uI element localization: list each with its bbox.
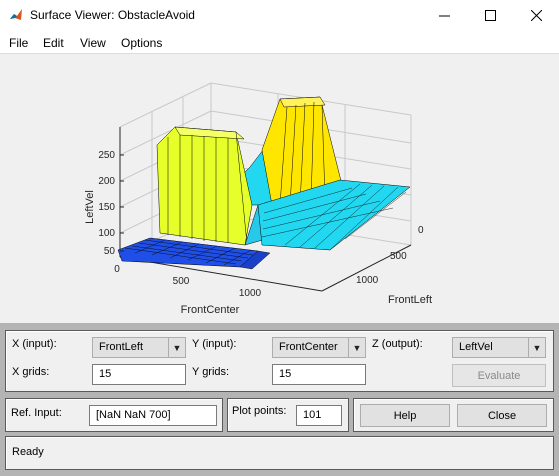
x-input-select[interactable]: FrontLeft ▼: [92, 337, 186, 358]
y-input-label: Y (input):: [192, 338, 237, 350]
maximize-icon[interactable]: [467, 0, 513, 30]
menu-view[interactable]: View: [80, 36, 106, 50]
z-tick-label: 250: [98, 150, 115, 161]
x-tick-label: 0: [114, 264, 120, 275]
menu-file[interactable]: File: [9, 36, 29, 50]
minimize-icon[interactable]: [421, 0, 467, 30]
title-bar: Surface Viewer: ObstacleAvoid: [0, 0, 559, 30]
chevron-down-icon: ▼: [168, 338, 185, 357]
status-text: Ready: [12, 446, 44, 458]
ref-input-label: Ref. Input:: [11, 407, 62, 419]
plot-points-panel: Plot points: 101: [227, 398, 349, 432]
ref-input-field[interactable]: [NaN NaN 700]: [89, 405, 217, 426]
help-button[interactable]: Help: [360, 404, 450, 427]
x-tick-label: 1000: [239, 288, 262, 299]
input-output-panel: X (input): FrontLeft ▼ Y (input): FrontC…: [5, 330, 554, 392]
surface-plot[interactable]: 250 200 150 100 50 0 500 1000 0 500 1000…: [0, 55, 559, 323]
chevron-down-icon: ▼: [528, 338, 545, 357]
z-tick-label: 150: [98, 202, 115, 213]
y-grids-field[interactable]: 15: [272, 364, 366, 385]
x-grids-label: X grids:: [12, 366, 50, 378]
menu-edit[interactable]: Edit: [43, 36, 64, 50]
x-grids-field[interactable]: 15: [92, 364, 186, 385]
x-tick-label: 500: [173, 276, 190, 287]
z-tick-label: 50: [104, 246, 116, 257]
plot-points-field[interactable]: 101: [296, 405, 342, 426]
z-output-value: LeftVel: [459, 341, 493, 353]
z-axis-title: LeftVel: [84, 190, 96, 224]
evaluate-button[interactable]: Evaluate: [452, 364, 546, 387]
surface-plot-area: 250 200 150 100 50 0 500 1000 0 500 1000…: [0, 55, 559, 323]
chevron-down-icon: ▼: [348, 338, 365, 357]
plot-points-label: Plot points:: [232, 405, 287, 417]
x-input-value: FrontLeft: [99, 341, 144, 353]
z-tick-label: 100: [98, 228, 115, 239]
close-button[interactable]: Close: [457, 404, 547, 427]
y-grids-label: Y grids:: [192, 366, 230, 378]
status-panel: Ready: [5, 436, 554, 470]
ref-input-panel: Ref. Input: [NaN NaN 700]: [5, 398, 223, 432]
z-output-select[interactable]: LeftVel ▼: [452, 337, 546, 358]
z-tick-label: 200: [98, 176, 115, 187]
y-input-select[interactable]: FrontCenter ▼: [272, 337, 366, 358]
y-tick-label: 1000: [356, 275, 379, 286]
y-tick-label: 0: [418, 225, 424, 236]
x-axis-title: FrontCenter: [181, 304, 240, 316]
y-input-value: FrontCenter: [279, 341, 338, 353]
close-icon[interactable]: [513, 0, 559, 30]
y-axis-title: FrontLeft: [388, 294, 432, 306]
menu-bar: File Edit View Options: [0, 30, 559, 54]
y-tick-label: 500: [390, 251, 407, 262]
window-title: Surface Viewer: ObstacleAvoid: [30, 8, 195, 22]
z-output-label: Z (output):: [372, 338, 423, 350]
action-buttons-panel: Help Close: [353, 398, 554, 432]
x-input-label: X (input):: [12, 338, 57, 350]
menu-options[interactable]: Options: [121, 36, 163, 50]
matlab-icon: [10, 9, 22, 20]
